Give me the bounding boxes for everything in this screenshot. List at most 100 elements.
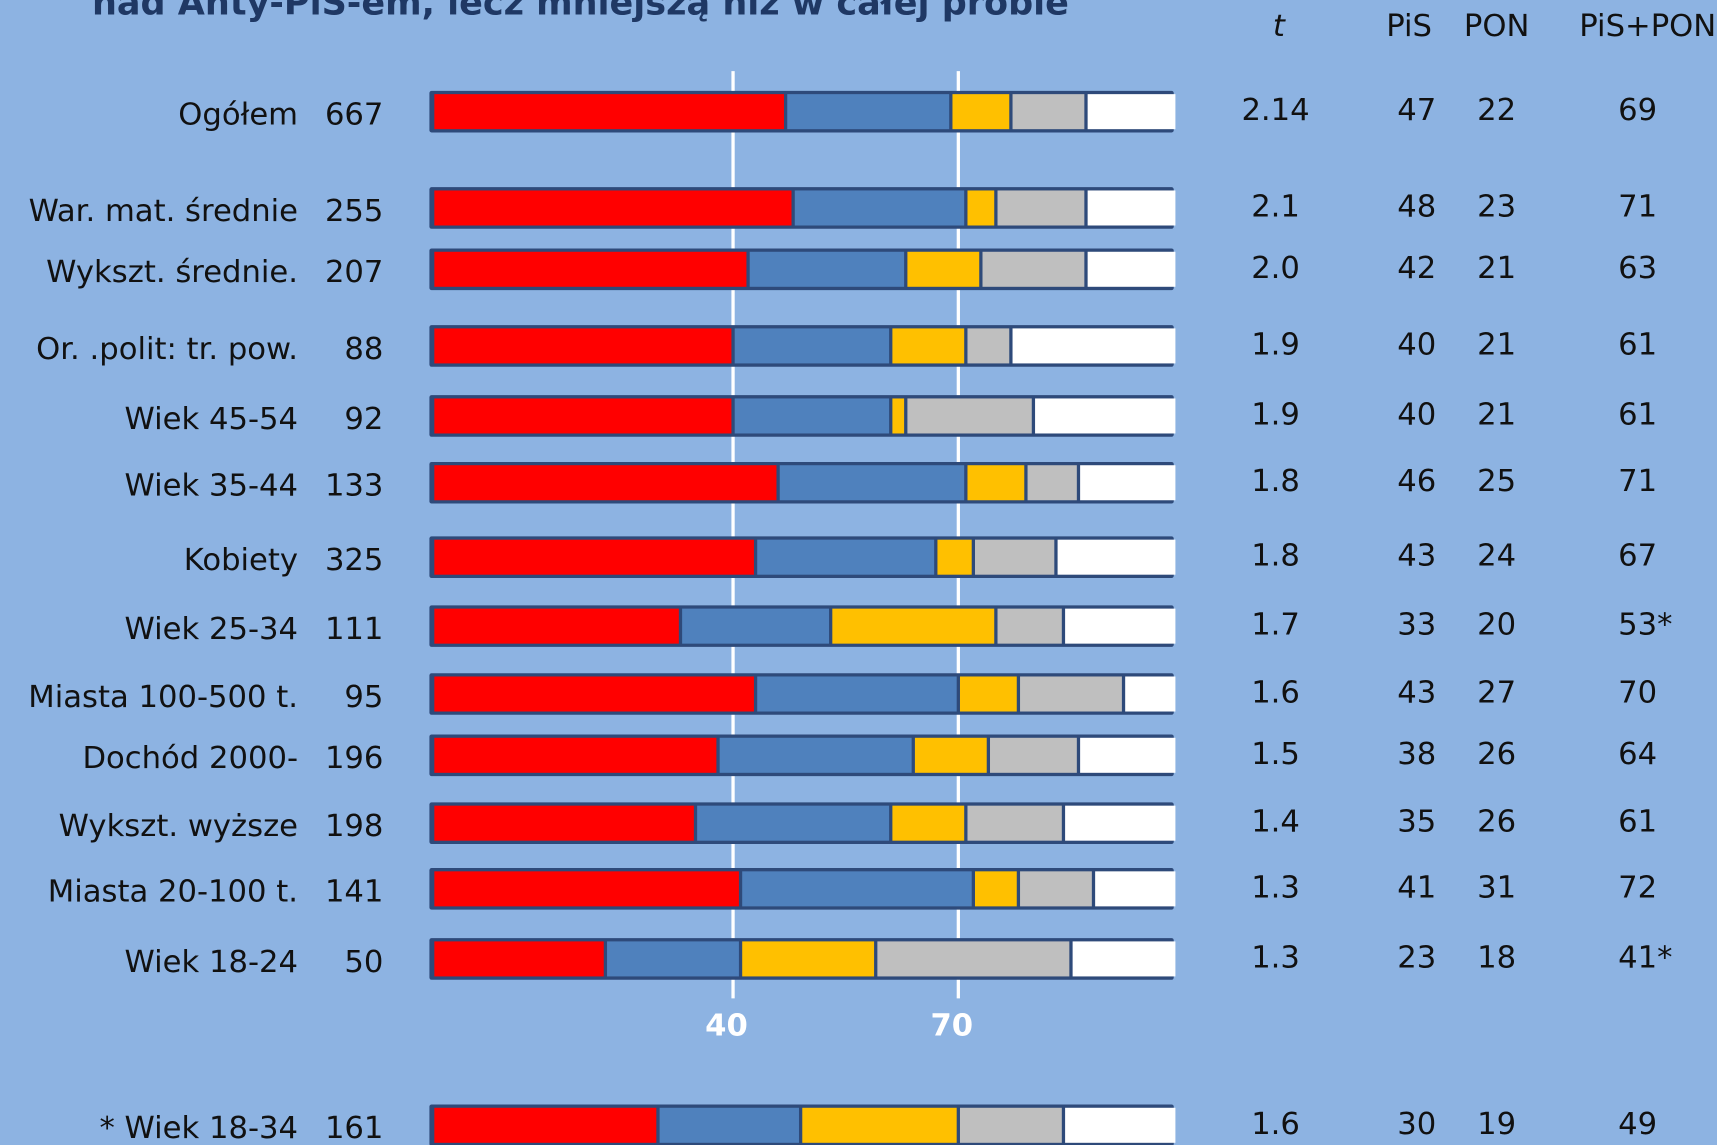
bar-segment	[974, 871, 1017, 907]
bar-segment	[434, 941, 604, 977]
t-value: 1.8	[1251, 464, 1300, 499]
sum-value: 63	[1618, 251, 1657, 286]
row-label: Wiek 45-54	[125, 402, 299, 437]
bar-segment	[1027, 465, 1077, 501]
pon-value: 19	[1477, 1107, 1516, 1142]
bar-segment	[734, 398, 890, 434]
pon-value: 20	[1477, 608, 1516, 643]
pis-value: 42	[1397, 251, 1436, 286]
t-value: 1.6	[1251, 676, 1300, 711]
sum-value: 69	[1618, 93, 1657, 128]
x-tick-label: 70	[930, 1008, 973, 1043]
row-count: 161	[325, 1111, 383, 1145]
bar-segment	[877, 941, 1070, 977]
t-value: 1.3	[1251, 940, 1300, 975]
bar-segment	[967, 805, 1062, 841]
bar-segment	[1087, 251, 1176, 287]
row-label: Wykszt. wyższe	[59, 809, 298, 844]
bar-segment	[1072, 941, 1176, 977]
bar-segment	[1020, 871, 1092, 907]
bar-segment	[787, 94, 950, 130]
row-count: 88	[344, 332, 383, 367]
t-value: 2.0	[1251, 251, 1300, 286]
pis-value: 40	[1397, 397, 1436, 432]
chart-title: nad Anty-PiS-em, lecz mniejszą niż w cał…	[92, 0, 1069, 23]
bar-segment	[892, 328, 965, 364]
sum-value: 41*	[1618, 940, 1672, 975]
pis-value: 35	[1397, 805, 1436, 840]
t-value: 1.9	[1251, 327, 1300, 362]
bar-segment	[434, 539, 754, 575]
t-value: 1.3	[1251, 870, 1300, 905]
pon-value: 22	[1477, 93, 1516, 128]
bar-segment	[1035, 398, 1176, 434]
bar-segment	[832, 608, 995, 644]
pis-value: 47	[1397, 93, 1436, 128]
bar-segment	[974, 539, 1055, 575]
bar-segment	[1012, 328, 1176, 364]
bar-segment	[1095, 871, 1176, 907]
sum-value: 53*	[1618, 608, 1672, 643]
pon-value: 26	[1477, 737, 1516, 772]
sum-value: 61	[1618, 805, 1657, 840]
pon-value: 21	[1477, 251, 1516, 286]
bar-segment	[719, 737, 912, 773]
bar-segment	[794, 190, 965, 226]
bar-segment	[434, 465, 777, 501]
bar-segment	[907, 398, 1032, 434]
sum-value: 61	[1618, 327, 1657, 362]
bar-segment	[779, 465, 965, 501]
sum-value: 71	[1618, 189, 1657, 224]
t-value: 1.5	[1251, 737, 1300, 772]
row-label: Wiek 35-44	[125, 469, 299, 504]
t-value: 1.4	[1251, 805, 1300, 840]
pon-value: 31	[1477, 870, 1516, 905]
bar-segment	[967, 328, 1010, 364]
t-value: 1.9	[1251, 397, 1300, 432]
bar-segment	[757, 539, 935, 575]
row-label: Wiek 18-24	[125, 945, 299, 980]
row-count: 255	[325, 194, 383, 229]
pis-value: 41	[1397, 870, 1436, 905]
row-count: 92	[344, 402, 383, 437]
pon-header: PON	[1464, 9, 1530, 44]
pis-value: 23	[1397, 940, 1436, 975]
bar-segment	[434, 251, 747, 287]
bar-segment	[607, 941, 739, 977]
row-label: Wiek 25-34	[125, 612, 299, 647]
bar-segment	[682, 608, 830, 644]
sum-value: 49	[1618, 1107, 1657, 1142]
bar-segment	[434, 805, 694, 841]
bar-segment	[434, 94, 784, 130]
bar-segment	[1020, 676, 1122, 712]
sum-value: 64	[1618, 737, 1657, 772]
bar-segment	[434, 398, 732, 434]
pis-value: 33	[1397, 608, 1436, 643]
pis-value: 30	[1397, 1107, 1436, 1142]
row-count: 141	[325, 875, 383, 910]
bar-segment	[892, 805, 965, 841]
row-label: Kobiety	[184, 543, 298, 578]
bar-segment	[434, 676, 754, 712]
bar-segment	[1087, 94, 1176, 130]
bar-segment	[1065, 805, 1176, 841]
row-label: Ogółem	[178, 98, 298, 133]
row-label: Miasta 20-100 t.	[48, 875, 298, 910]
bar-segment	[982, 251, 1085, 287]
row-label: Wykszt. średnie.	[46, 255, 298, 290]
sum-value: 67	[1618, 539, 1657, 574]
pis-value: 46	[1397, 464, 1436, 499]
bar-segment	[802, 1107, 957, 1143]
t-value: 1.6	[1251, 1107, 1300, 1142]
bar-segment	[434, 608, 679, 644]
pon-value: 21	[1477, 327, 1516, 362]
bar-segment	[1080, 465, 1176, 501]
row-count: 111	[325, 612, 383, 647]
sum-header: PiS+PON	[1579, 9, 1716, 44]
pon-value: 27	[1477, 676, 1516, 711]
t-value: 1.8	[1251, 539, 1300, 574]
bar-segment	[742, 941, 875, 977]
sum-value: 70	[1618, 676, 1657, 711]
bar-segment	[937, 539, 972, 575]
